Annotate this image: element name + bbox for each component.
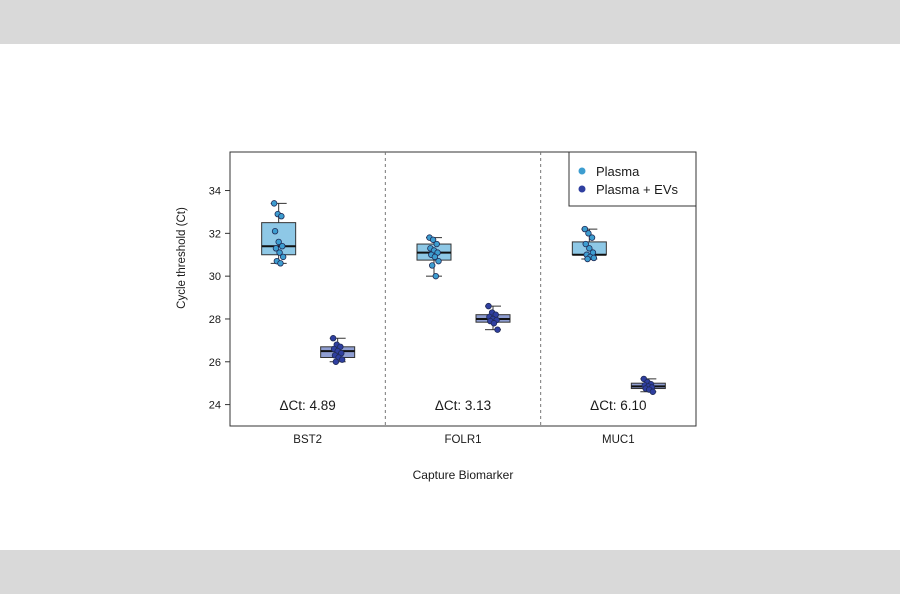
data-point [279,253,287,261]
y-tick-label: 30 [209,271,221,283]
legend-label-plasma: Plasma [596,164,640,179]
data-point [279,242,286,250]
box-muc1-series-1 [630,375,666,395]
data-point [272,245,280,252]
y-tick-label: 34 [209,186,221,198]
data-point [431,253,439,261]
data-point [270,200,278,207]
legend-marker-plasma-evs [578,185,586,193]
data-point [584,255,591,263]
delta-ct-annotation: ΔCt: 6.10 [590,398,646,413]
data-point [649,388,657,395]
data-point [278,213,285,220]
data-point [275,238,282,246]
box-muc1-series-0 [571,225,607,263]
legend-box [568,151,697,207]
x-tick-label-folr1: FOLR1 [444,434,481,446]
top-banner [0,0,900,44]
y-axis-title: Cycle threshold (Ct) [176,207,188,309]
data-point [332,358,340,365]
data-point [433,240,440,248]
data-point [435,257,442,265]
box-bst2-series-0 [261,200,297,267]
legend: Plasma Plasma + EVs [568,151,697,207]
data-point [585,230,592,237]
data-point [494,326,501,333]
box-folr1-series-1 [475,302,511,333]
data-point [329,335,337,342]
y-tick-label: 26 [209,357,221,369]
data-point [338,356,346,363]
legend-marker-plasma [578,167,586,175]
delta-ct-annotation: ΔCt: 3.13 [435,398,491,413]
data-point [429,262,436,269]
y-tick-label: 24 [209,400,221,412]
data-point [485,302,492,310]
bottom-banner [0,550,900,594]
data-point [588,234,596,241]
data-point [271,228,279,235]
data-point [586,245,593,252]
x-tick-label-bst2: BST2 [293,434,322,446]
x-tick-label-muc1: MUC1 [602,434,635,446]
y-tick-label: 28 [209,314,221,326]
box-bst2-series-1 [320,335,356,365]
legend-label-plasma-evs: Plasma + EVs [596,182,679,197]
data-point [490,320,498,327]
delta-ct-annotation: ΔCt: 4.89 [280,398,336,413]
box-folr1-series-0 [416,234,452,280]
data-point [432,272,439,280]
data-point [276,249,283,256]
data-point [429,236,437,243]
y-tick-label: 32 [209,228,221,240]
x-axis-title: Capture Biomarker [413,468,514,482]
data-point [590,254,598,262]
plot-frame [229,151,697,427]
data-point [582,240,589,248]
data-point [581,225,589,233]
data-point [277,260,284,267]
